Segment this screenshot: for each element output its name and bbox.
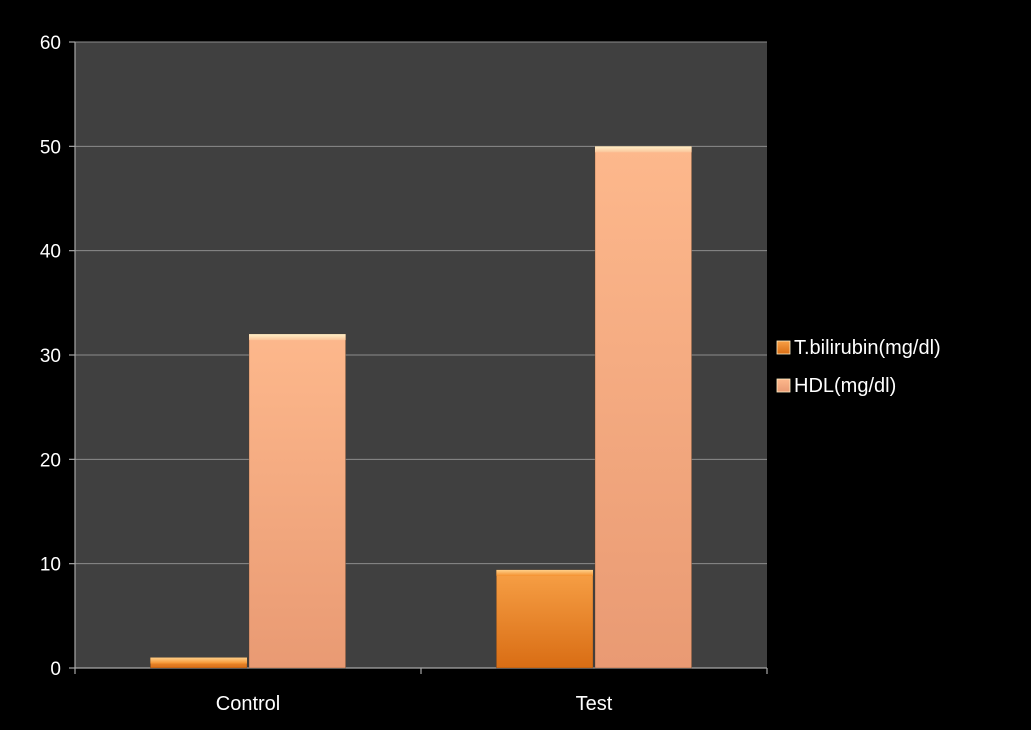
bars [150,146,692,669]
y-tick-label: 60 [40,33,61,54]
bar-control-series-1 [248,333,346,669]
bar [248,333,346,669]
bar-test-series-1 [594,146,692,669]
bar-bevel [150,657,247,664]
y-tick-label: 0 [50,659,61,680]
y-tick-label: 10 [40,555,61,576]
y-tick-label: 30 [40,346,61,367]
legend-label: HDL(mg/dl) [794,375,896,397]
y-tick-label: 50 [40,137,61,158]
bar-control-series-0 [150,657,248,669]
bar-bevel [595,146,692,153]
legend-swatch [776,340,791,355]
bar-test-series-0 [496,569,594,669]
y-tick-label: 40 [40,242,61,263]
x-tick-label: Control [216,693,280,715]
bar [496,569,594,669]
legend-label: T.bilirubin(mg/dl) [794,337,941,359]
x-tick-label: Test [576,693,613,715]
bar [594,146,692,669]
bar-bevel [249,334,346,341]
legend-item: HDL(mg/dl) [776,375,896,397]
tick-labels: 0 10 20 30 40 50 60 Control Test [40,33,613,715]
legend: T.bilirubin(mg/dl) HDL(mg/dl) [776,337,941,397]
y-tick-label: 20 [40,450,61,471]
gridlines [75,41,767,565]
legend-swatch [776,378,791,393]
bar-bevel [496,569,593,576]
legend-item: T.bilirubin(mg/dl) [776,337,941,359]
